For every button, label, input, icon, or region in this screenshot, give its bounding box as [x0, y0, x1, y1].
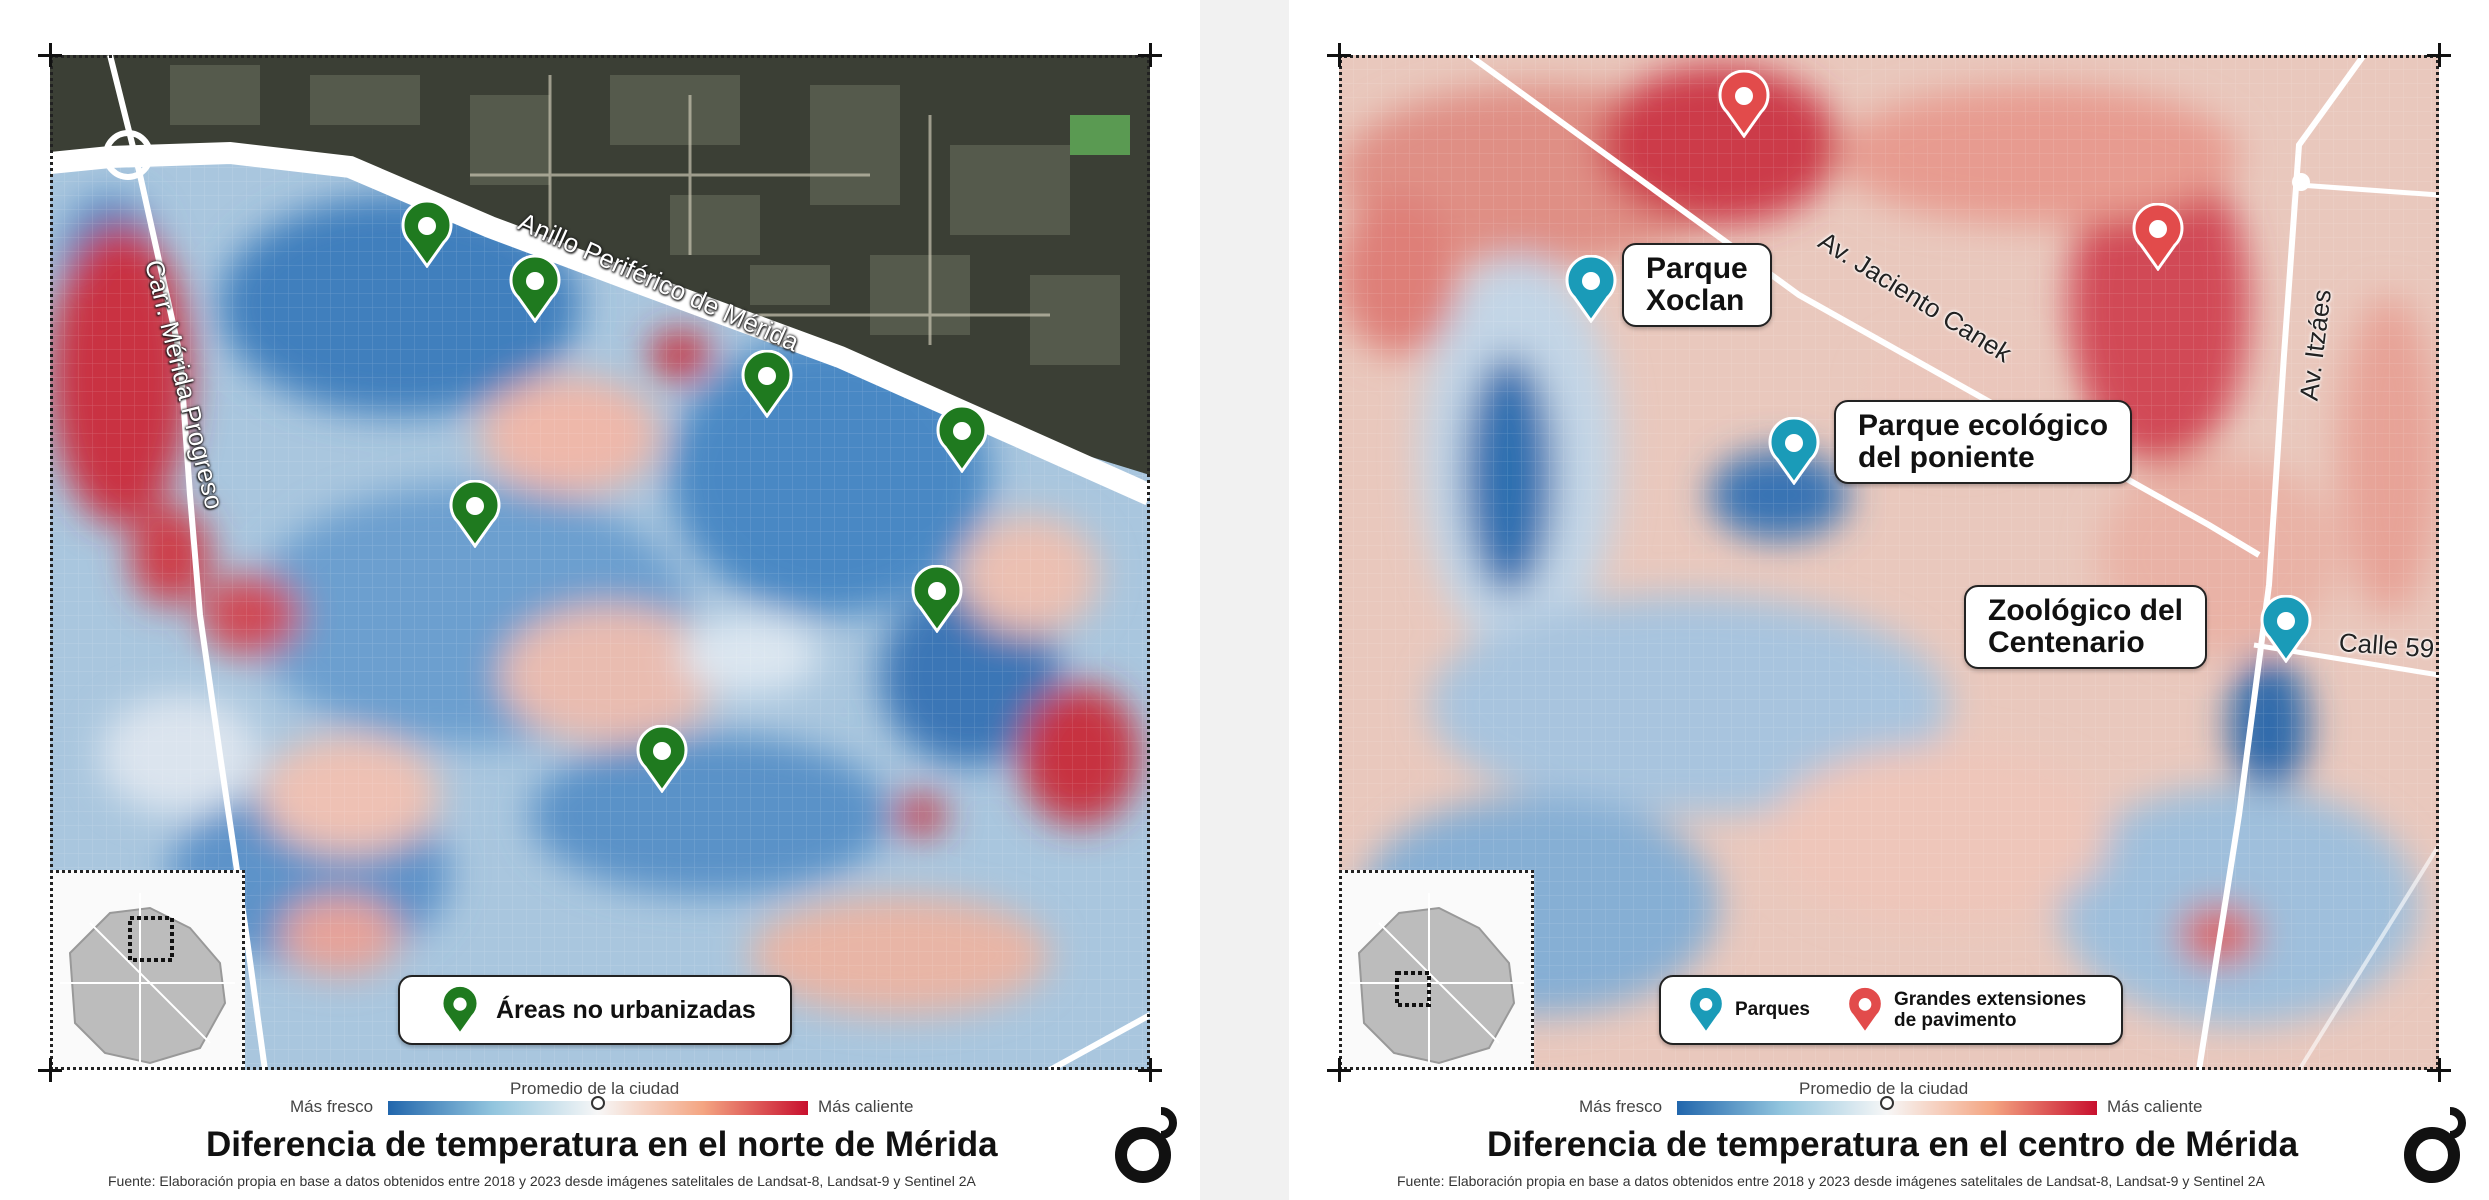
scale-midpoint: [1880, 1096, 1894, 1110]
map-pin-icon[interactable]: [2259, 595, 2313, 663]
legend-label-parks: Parques: [1735, 999, 1810, 1020]
road-label-calle59: Calle 59: [2337, 627, 2436, 664]
map-panel-north: Anillo Periférico de Mérida Carr. Mérida…: [0, 0, 1200, 1200]
corner-mark: [1327, 43, 1351, 67]
corner-mark: [1327, 1058, 1351, 1082]
label-line: Parque ecológico: [1858, 409, 2109, 442]
map-pin-icon[interactable]: [935, 405, 989, 473]
scale-cool-label: Más fresco: [1579, 1097, 1663, 1116]
map-pin-icon[interactable]: [1767, 417, 1821, 485]
brand-logo-icon: [2404, 1107, 2466, 1183]
label-line: Centenario: [1988, 626, 2145, 659]
scale-hot-label: Más caliente: [2107, 1097, 2203, 1116]
map-panel-center: Av. Jaciento Canek Av. Itzáes Calle 59 P…: [1289, 0, 2489, 1200]
map-pin-icon[interactable]: [910, 565, 964, 633]
map-pin-icon: [1847, 986, 1883, 1034]
corner-mark: [38, 43, 62, 67]
label-zoologico: Zoológico del Centenario: [1964, 585, 2207, 669]
map-pin-icon[interactable]: [2131, 203, 2185, 271]
legend-label-pavement: Grandes extensiones de pavimento: [1894, 989, 2086, 1031]
source-note: Fuente: Elaboración propia en base a dat…: [1397, 1173, 2265, 1189]
scale-mid-label: Promedio de la ciudad: [1799, 1079, 1969, 1098]
map-pin-icon[interactable]: [400, 200, 454, 268]
source-note: Fuente: Elaboración propia en base a dat…: [108, 1173, 976, 1189]
corner-mark: [1138, 43, 1162, 67]
label-parque-ecologico: Parque ecológico del poniente: [1834, 400, 2133, 484]
locator-inset: [50, 870, 245, 1070]
corner-mark: [2427, 43, 2451, 67]
scale-midpoint: [591, 1096, 605, 1110]
legend-line: de pavimento: [1893, 1010, 2017, 1031]
map-pin-icon[interactable]: [1717, 70, 1771, 138]
locator-inset: [1339, 870, 1534, 1070]
scale-cool-label: Más fresco: [290, 1097, 374, 1116]
label-line: Parque: [1646, 252, 1748, 285]
label-line: Xoclan: [1646, 284, 1745, 317]
legend-label: Áreas no urbanizadas: [496, 995, 756, 1024]
corner-mark: [38, 1058, 62, 1082]
page-title: Diferencia de temperatura en el norte de…: [206, 1125, 998, 1164]
map-legend: Parques Grandes extensiones de pavimento: [1659, 975, 2123, 1045]
label-line: del poniente: [1858, 441, 2035, 474]
label-line: Zoológico del: [1988, 594, 2183, 627]
map-pin-icon[interactable]: [1564, 255, 1618, 323]
brand-logo-icon: [1115, 1107, 1177, 1183]
map-pin-icon[interactable]: [740, 350, 794, 418]
corner-mark: [1138, 1058, 1162, 1082]
map-legend: Áreas no urbanizadas: [398, 975, 792, 1045]
map-pin-icon: [1688, 986, 1724, 1034]
page-title: Diferencia de temperatura en el centro d…: [1487, 1125, 2299, 1164]
map-pin-icon[interactable]: [635, 725, 689, 793]
map-pin-icon[interactable]: [508, 255, 562, 323]
corner-mark: [2427, 1058, 2451, 1082]
scale-hot-label: Más caliente: [818, 1097, 914, 1116]
legend-line: Grandes extensiones: [1893, 989, 2087, 1010]
label-parque-xoclan: Parque Xoclan: [1622, 243, 1772, 327]
map-pin-icon: [441, 985, 479, 1035]
scale-mid-label: Promedio de la ciudad: [510, 1079, 680, 1098]
map-pin-icon[interactable]: [448, 480, 502, 548]
